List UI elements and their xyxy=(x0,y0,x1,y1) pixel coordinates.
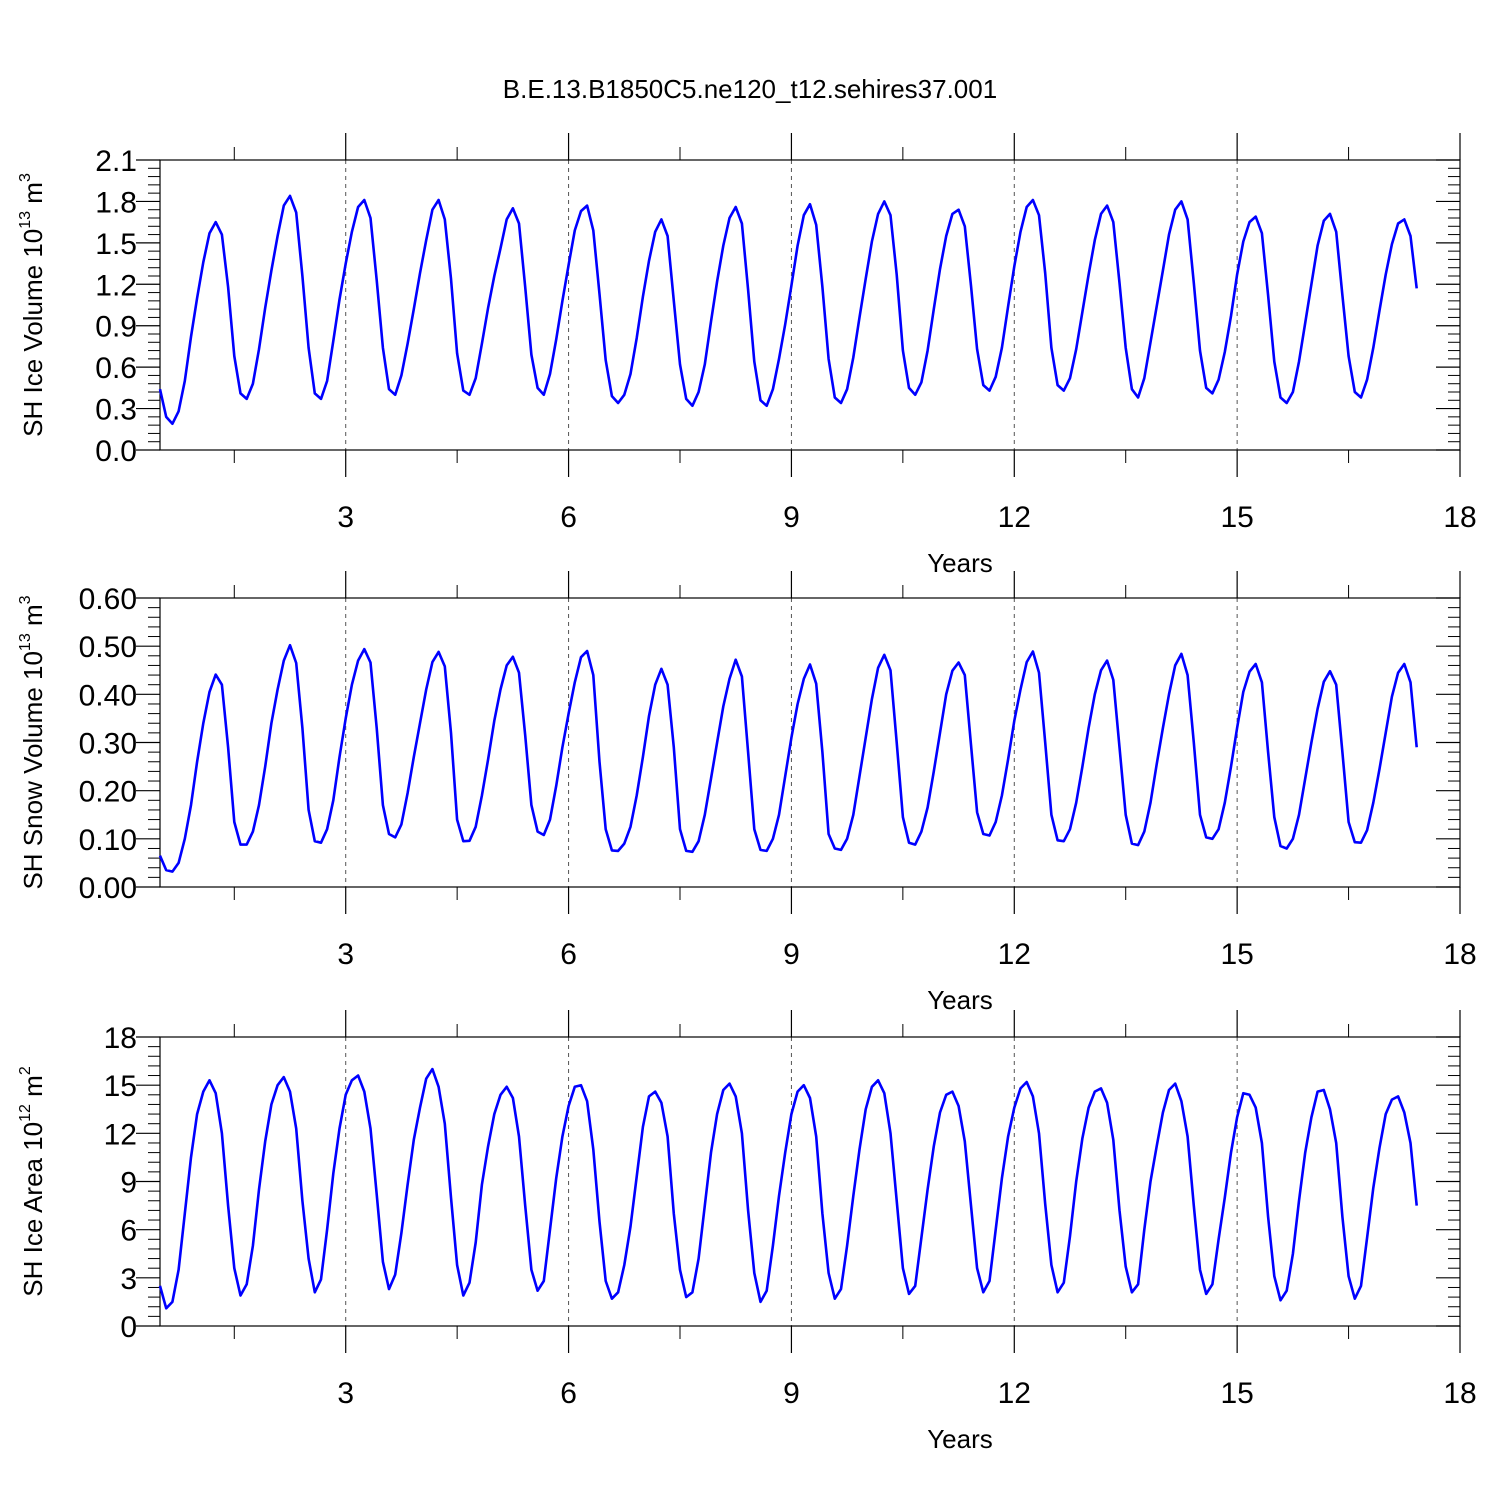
y-tick-label: 0.20 xyxy=(79,776,137,809)
x-tick-label: 9 xyxy=(783,501,800,534)
x-tick-label: 9 xyxy=(783,1377,800,1410)
y-tick-label: 15 xyxy=(104,1070,137,1103)
y-tick-label: 1.2 xyxy=(95,269,137,302)
x-tick-label: 9 xyxy=(783,938,800,971)
y-tick-label: 18 xyxy=(104,1022,137,1055)
plot-frame xyxy=(159,159,1461,451)
y-axis-label: SH Ice Volume 1013 m3 xyxy=(17,173,48,437)
y-tick-label: 6 xyxy=(120,1215,137,1248)
y-tick-label: 0.60 xyxy=(79,583,137,616)
y-tick-label: 1.5 xyxy=(95,228,137,261)
y-tick-label: 0.30 xyxy=(79,728,137,761)
y-tick-label: 9 xyxy=(120,1167,137,1200)
x-tick-label: 3 xyxy=(337,501,354,534)
y-tick-label: 0.9 xyxy=(95,311,137,344)
y-tick-label: 1.8 xyxy=(95,186,137,219)
chart-panel-1: 3 6 9 12 15 18 0.0 0.3 0.6 0.9 1.2 1.5 1.8 2.1 Years SH… xyxy=(17,133,1477,578)
y-tick-label: 0.00 xyxy=(79,872,137,905)
x-tick-label: 18 xyxy=(1443,501,1476,534)
x-axis-label: Years xyxy=(927,548,993,578)
y-tick-label: 0.40 xyxy=(79,679,137,712)
x-tick-label: 12 xyxy=(998,938,1031,971)
series-line xyxy=(158,643,1418,873)
x-tick-label: 3 xyxy=(337,938,354,971)
series-line xyxy=(158,194,1418,426)
x-tick-label: 15 xyxy=(1220,501,1253,534)
x-axis-label: Years xyxy=(927,985,993,1015)
y-tick-label: 0.0 xyxy=(95,435,137,468)
x-tick-label: 18 xyxy=(1443,938,1476,971)
x-tick-label: 6 xyxy=(560,938,577,971)
y-tick-label: 12 xyxy=(104,1118,137,1151)
series-line xyxy=(158,1067,1418,1310)
panels: 3 6 9 12 15 18 0.0 0.3 0.6 0.9 1.2 1.5 1.8 2.1 Years SH… xyxy=(17,133,1477,1454)
y-tick-label: 0.6 xyxy=(95,352,137,385)
y-tick-label: 3 xyxy=(120,1263,137,1296)
x-axis-label: Years xyxy=(927,1424,993,1454)
chart-panel-2: 3 6 9 12 15 18 0.00 0.10 0.20 0.30 0.40 0.50 0.60 Yea… xyxy=(17,571,1477,1015)
chart-panel-3: 3 6 9 12 15 18 0 3 6 9 12 15 18 Years SH Ice Area 1012… xyxy=(17,1010,1477,1454)
plot-frame xyxy=(159,597,1461,888)
y-axis-label: SH Ice Area 1012 m2 xyxy=(17,1066,48,1297)
x-tick-label: 18 xyxy=(1443,1377,1476,1410)
chart-title: B.E.13.B1850C5.ne120_t12.sehires37.001 xyxy=(503,74,997,104)
x-tick-label: 3 xyxy=(337,1377,354,1410)
y-tick-label: 0.10 xyxy=(79,824,137,857)
y-tick-label: 0.50 xyxy=(79,631,137,664)
x-tick-label: 12 xyxy=(998,1377,1031,1410)
y-tick-label: 0 xyxy=(120,1311,137,1344)
x-tick-label: 15 xyxy=(1220,1377,1253,1410)
y-tick-label: 2.1 xyxy=(95,145,137,178)
x-tick-label: 6 xyxy=(560,1377,577,1410)
x-tick-label: 15 xyxy=(1220,938,1253,971)
x-tick-label: 6 xyxy=(560,501,577,534)
y-tick-label: 0.3 xyxy=(95,394,137,427)
y-axis-label: SH Snow Volume 1013 m3 xyxy=(17,595,48,889)
x-tick-label: 12 xyxy=(998,501,1031,534)
